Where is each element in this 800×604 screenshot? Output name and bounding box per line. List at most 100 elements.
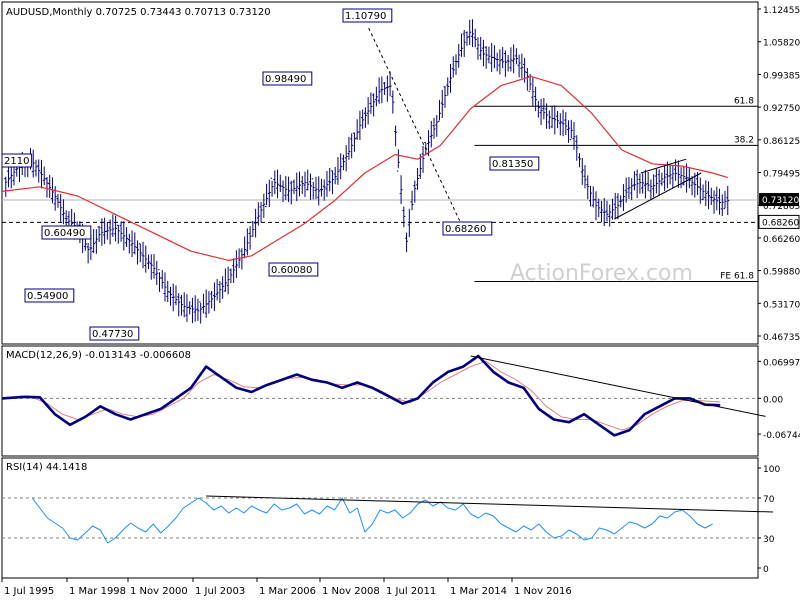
macd-panel: MACD(12,26,9) -0.013143 -0.006608 0.06997… [1,345,800,457]
price-bar [341,154,345,171]
price-bar [723,190,727,210]
price-bar [59,193,63,222]
price-bar [462,29,466,57]
price-bar [86,242,90,264]
price-bar [448,63,452,93]
price-bar [405,232,409,253]
price-bar [413,180,417,203]
price-bar [328,167,332,192]
price-annotation-box [1,153,33,168]
price-bar [168,286,172,306]
price-annotation-label: 0.60490 [44,228,85,239]
price-bar [138,243,142,263]
price-bar [520,53,524,79]
price-bar [630,178,634,201]
price-bar [391,90,395,114]
price-annotation-box [89,326,140,341]
current-price-label: 0.73120 [762,196,799,206]
price-bar [470,19,474,48]
price-annotation-box [24,288,75,303]
price-bar [147,254,151,270]
price-axis-label: 0.99385 [763,71,800,81]
price-bar [155,260,159,286]
price-bar [575,135,579,161]
price-bar [514,48,518,65]
price-axis-label: 0.59880 [763,268,800,278]
price-bar [556,111,560,129]
macd-axis-label: -0.067448 [763,431,800,441]
price-bar [306,169,310,191]
macd-axis-label: 0.069977 [763,358,800,368]
price-bar [410,190,414,211]
level-axis-badge [758,214,800,229]
price-bar [133,232,137,255]
price-bar [635,169,639,198]
price-annotation-box [268,262,319,277]
price-annotation-label: 0.47730 [92,329,133,340]
rsi-axis-label: 70 [763,495,775,505]
price-bar [361,109,365,129]
price-bar [207,291,211,314]
price-bar [545,103,549,129]
price-level-label: 61.8 [734,96,754,106]
price-bar [262,193,266,218]
x-axis: 1 Jul 1995 1 Mar 1998 1 Nov 2000 1 Jul 2003… [1,578,572,597]
price-bar [218,281,222,304]
price-bar [569,119,573,141]
price-annotation: 2110 [1,153,33,168]
price-bar [720,194,724,216]
price-bar [374,86,378,107]
price-bar [613,192,617,220]
price-bar [652,174,656,198]
price-bar [495,52,499,72]
price-bar [509,47,513,72]
rsi-panel: RSI(14) 44.1418 100 70 30 0 [1,457,780,579]
price-bar [619,195,623,208]
price-axis-label: 0.53170 [763,300,800,310]
price-bar [674,159,678,181]
price-bar [265,183,269,208]
price-bar [668,164,672,185]
price-bar [314,176,318,200]
price-bar [94,229,98,254]
price-bar [369,92,373,114]
price-axis-label: 0.46735 [763,333,800,343]
price-bar [399,175,403,205]
x-axis-label: 1 Nov 2000 [130,586,188,597]
price-bar [254,208,258,238]
price-bar [308,173,312,200]
price-axis-label: 1.12455 [763,6,800,16]
price-bar [583,165,587,189]
price-bar [273,170,277,195]
price-bar [553,105,557,135]
price-bar [34,159,38,177]
price-bar [7,166,11,188]
price-bar [160,270,164,289]
price-bar [284,175,288,200]
price-bar [479,36,483,60]
price-bar [451,56,455,78]
price-bar [325,170,329,197]
price-bar [240,248,244,270]
price-bar [492,45,496,69]
price-bar [567,120,571,143]
channel-upper-line [640,158,687,174]
price-bar [380,76,384,104]
price-annotation-box [342,8,393,23]
price-bar [317,176,321,206]
price-bar [632,171,636,191]
price-bar [707,181,711,210]
price-bar [701,184,705,201]
price-bar [718,188,722,215]
price-bar [715,186,719,211]
price-bar [421,145,425,173]
moving-average-line [1,75,728,261]
price-bar [48,174,52,198]
price-bar [709,187,713,205]
price-annotation: 0.98490 [262,71,313,86]
price-bar [407,208,411,238]
x-axis-label: 1 Jul 2003 [195,586,245,597]
price-bar [610,198,614,220]
price-bar [589,185,593,207]
